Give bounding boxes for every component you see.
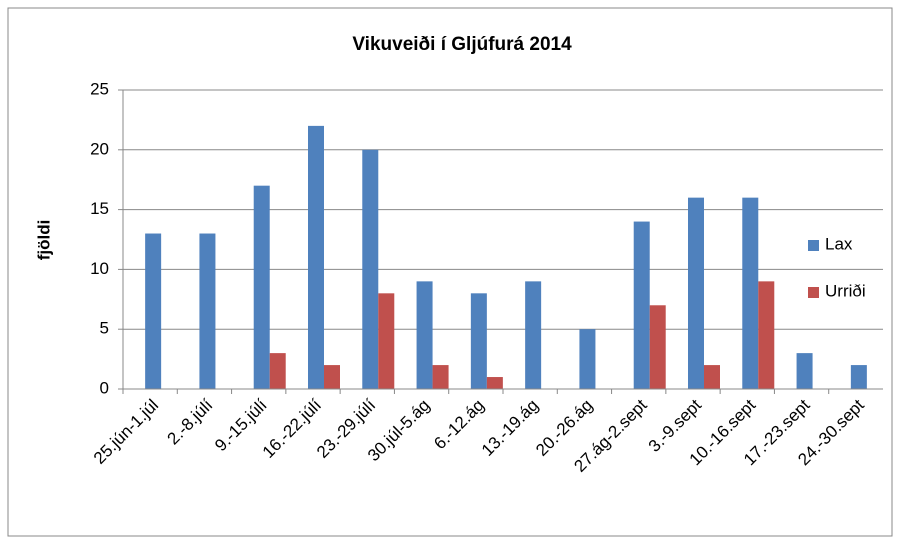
y-tick-label: 5 [100,319,109,338]
y-tick-label: 15 [90,199,109,218]
bar [378,293,395,389]
bar [796,353,813,389]
bar [308,125,324,389]
legend-label: Lax [825,234,853,253]
y-tick-label: 10 [90,259,109,278]
bar [362,149,379,389]
bar [199,233,216,389]
bar [470,293,487,389]
y-tick-label: 20 [90,139,109,158]
bar [649,305,666,389]
bar [579,329,596,389]
bar [758,281,775,389]
y-axis-title: fjöldi [34,220,53,261]
bar [253,185,270,389]
bar [850,365,867,389]
bar [416,281,433,389]
y-tick-label: 25 [90,79,109,98]
bar [633,221,650,389]
legend-swatch [808,240,819,251]
legend-swatch [808,287,819,298]
bar [688,197,704,389]
bar [742,197,759,389]
bar [486,377,503,389]
bar [704,365,720,389]
chart-title: Vikuveiði í Gljúfurá 2014 [352,34,572,55]
bar [432,365,449,389]
legend-label: Urriði [825,281,866,300]
bar [269,353,286,389]
bar [525,281,542,389]
bar [324,365,340,389]
bar [145,233,162,389]
y-tick-label: 0 [100,378,109,397]
